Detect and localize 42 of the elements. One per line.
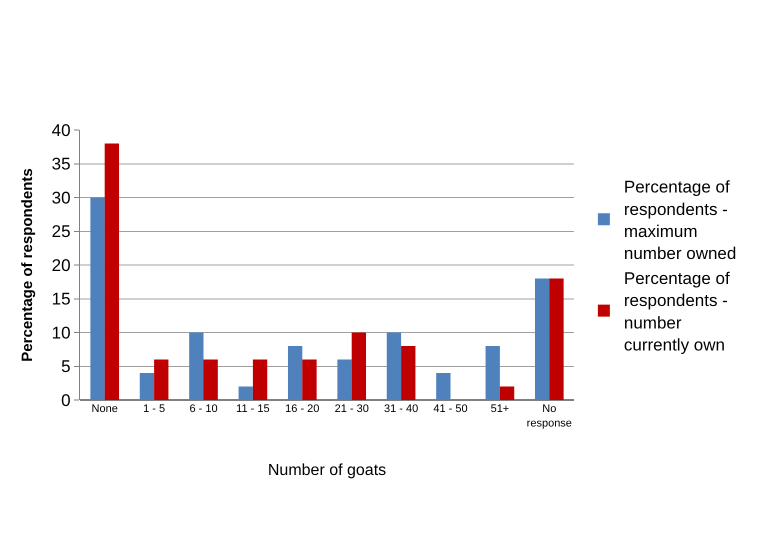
x-tick-label: 21 - 30 xyxy=(334,403,369,415)
bar xyxy=(549,278,564,400)
y-tick-label: 35 xyxy=(52,154,71,174)
bar xyxy=(352,332,366,400)
y-tick-label: 20 xyxy=(52,256,71,275)
bar xyxy=(140,373,154,400)
x-tick-label: 41 - 50 xyxy=(433,403,468,415)
bar xyxy=(204,360,218,400)
x-tick-label: None xyxy=(92,403,118,415)
bar xyxy=(189,332,204,400)
bar xyxy=(288,346,302,400)
bar xyxy=(104,144,120,400)
bar xyxy=(436,373,450,400)
y-tick-label: 30 xyxy=(52,188,71,208)
bar xyxy=(386,332,402,400)
bar xyxy=(486,346,500,400)
y-tick-label: 10 xyxy=(52,323,71,342)
x-tick-label: 51+ xyxy=(490,403,510,415)
x-tick-label: 31 - 40 xyxy=(384,403,418,415)
y-tick-label: 0 xyxy=(61,390,71,410)
x-axis-title: Number of goats xyxy=(268,462,386,479)
x-tick-label: 16 - 20 xyxy=(285,403,320,415)
bar xyxy=(154,360,168,400)
x-tick-label: No response xyxy=(526,403,572,430)
bar xyxy=(534,278,550,400)
x-tick-label: 11 - 15 xyxy=(236,403,270,415)
y-tick-label: 5 xyxy=(61,357,71,376)
y-tick-label: 15 xyxy=(52,290,71,309)
legend-label: Percentage of respondents - number currently own xyxy=(624,269,730,354)
x-tick-label: 1 - 5 xyxy=(143,403,166,415)
bar xyxy=(401,346,416,400)
bar xyxy=(90,198,105,400)
y-axis-title: Percentage of respondents xyxy=(18,168,36,362)
y-tick-label: 25 xyxy=(52,222,71,242)
bar xyxy=(500,386,514,400)
bar xyxy=(238,386,253,400)
bar xyxy=(337,360,352,400)
y-tick-label: 40 xyxy=(52,120,71,140)
legend-label: Percentage of respondents - maximum number owned xyxy=(624,178,736,263)
bar xyxy=(252,360,268,400)
x-tick-label: 6 - 10 xyxy=(189,403,218,415)
bar xyxy=(302,360,317,400)
